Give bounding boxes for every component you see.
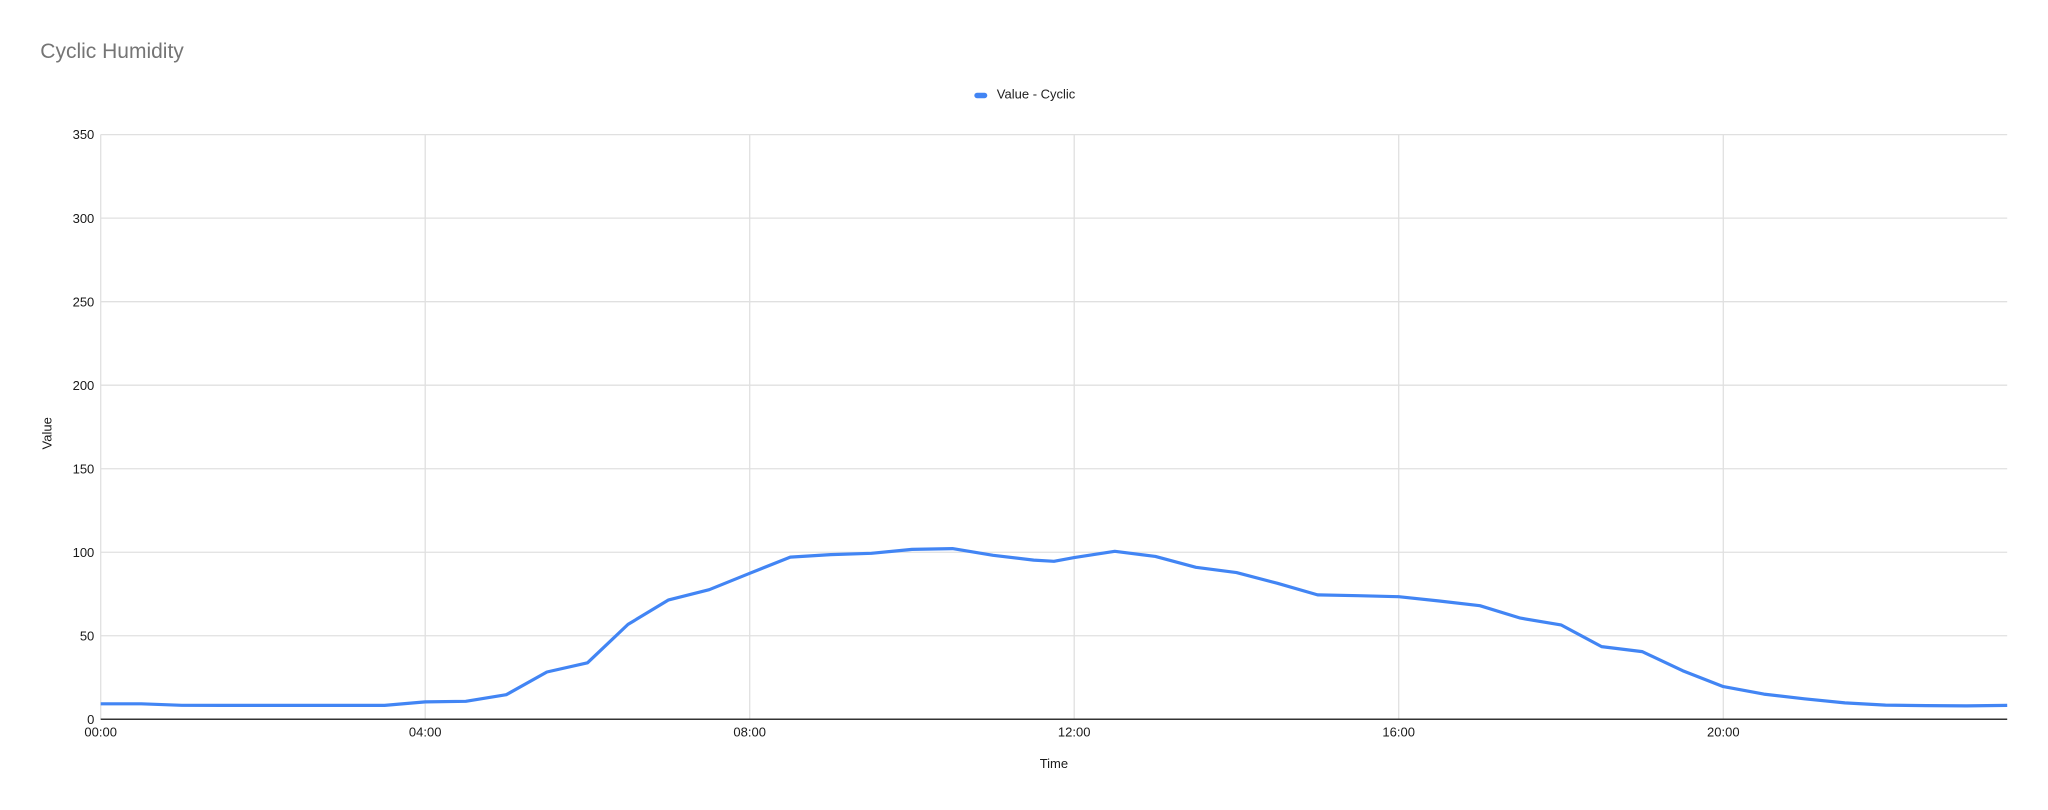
svg-text:100: 100 <box>73 545 95 560</box>
svg-text:Value - Cyclic: Value - Cyclic <box>997 87 1076 102</box>
svg-text:Cyclic Humidity: Cyclic Humidity <box>40 40 184 63</box>
svg-text:250: 250 <box>73 294 95 309</box>
svg-text:Value: Value <box>39 417 54 449</box>
svg-text:150: 150 <box>73 461 95 476</box>
svg-text:Time: Time <box>1040 756 1068 771</box>
svg-text:300: 300 <box>73 211 95 226</box>
svg-text:08:00: 08:00 <box>733 724 766 739</box>
svg-text:00:00: 00:00 <box>84 724 117 739</box>
svg-text:12:00: 12:00 <box>1058 724 1091 739</box>
svg-text:16:00: 16:00 <box>1382 724 1415 739</box>
svg-text:20:00: 20:00 <box>1707 724 1740 739</box>
svg-text:350: 350 <box>73 127 95 142</box>
svg-text:200: 200 <box>73 378 95 393</box>
svg-text:50: 50 <box>80 628 94 643</box>
svg-text:0: 0 <box>87 712 94 727</box>
svg-text:04:00: 04:00 <box>409 724 442 739</box>
